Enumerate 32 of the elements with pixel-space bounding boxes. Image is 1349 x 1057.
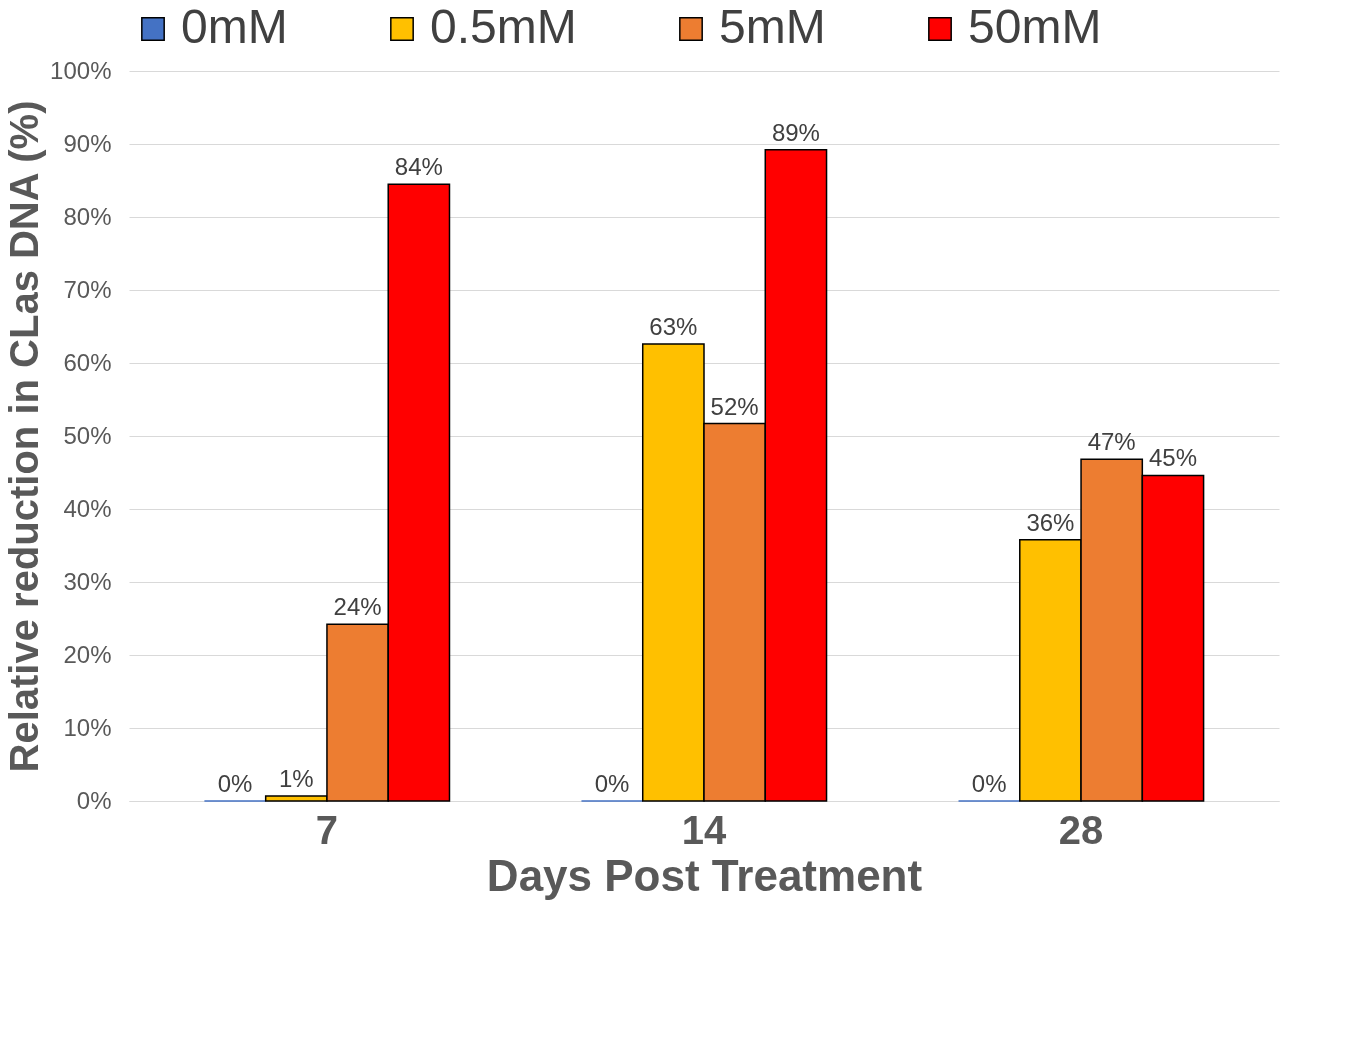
data-label: 1%: [278, 764, 314, 792]
data-label: 84%: [394, 153, 443, 181]
data-label: 24%: [333, 593, 382, 621]
y-tick-label: 50%: [63, 421, 112, 449]
y-tick-label: 90%: [63, 129, 112, 157]
y-tick-label: 60%: [63, 348, 112, 376]
y-tick-label: 100%: [50, 56, 112, 84]
data-label: 89%: [771, 118, 820, 146]
data-label: 52%: [710, 392, 759, 420]
legend-label: 5mM: [719, 0, 826, 53]
legend-label: 50mM: [968, 0, 1102, 53]
y-tick-label: 70%: [63, 275, 112, 303]
y-tick-label: 40%: [63, 494, 112, 522]
data-label: 36%: [1026, 508, 1075, 536]
data-label: 0%: [971, 770, 1007, 797]
data-label: 47%: [1087, 428, 1136, 456]
x-tick-label: 14: [681, 807, 727, 852]
y-axis-title: Relative reduction in CLas DNA (%): [2, 100, 47, 773]
y-tick-label: 80%: [63, 202, 112, 230]
x-tick-label: 7: [315, 807, 339, 852]
y-tick-label: 20%: [63, 640, 112, 668]
y-tick-label: 0%: [76, 786, 112, 814]
data-label: 45%: [1148, 444, 1197, 472]
legend-label: 0.5mM: [430, 0, 577, 53]
legend-label: 0mM: [181, 0, 288, 53]
x-tick-label: 28: [1058, 807, 1104, 852]
data-label: 0%: [594, 770, 630, 797]
data-label: 0%: [217, 770, 253, 797]
x-axis-title: Days Post Treatment: [486, 850, 923, 900]
y-tick-label: 10%: [63, 713, 112, 741]
y-tick-label: 30%: [63, 567, 112, 595]
data-label: 63%: [649, 313, 698, 341]
